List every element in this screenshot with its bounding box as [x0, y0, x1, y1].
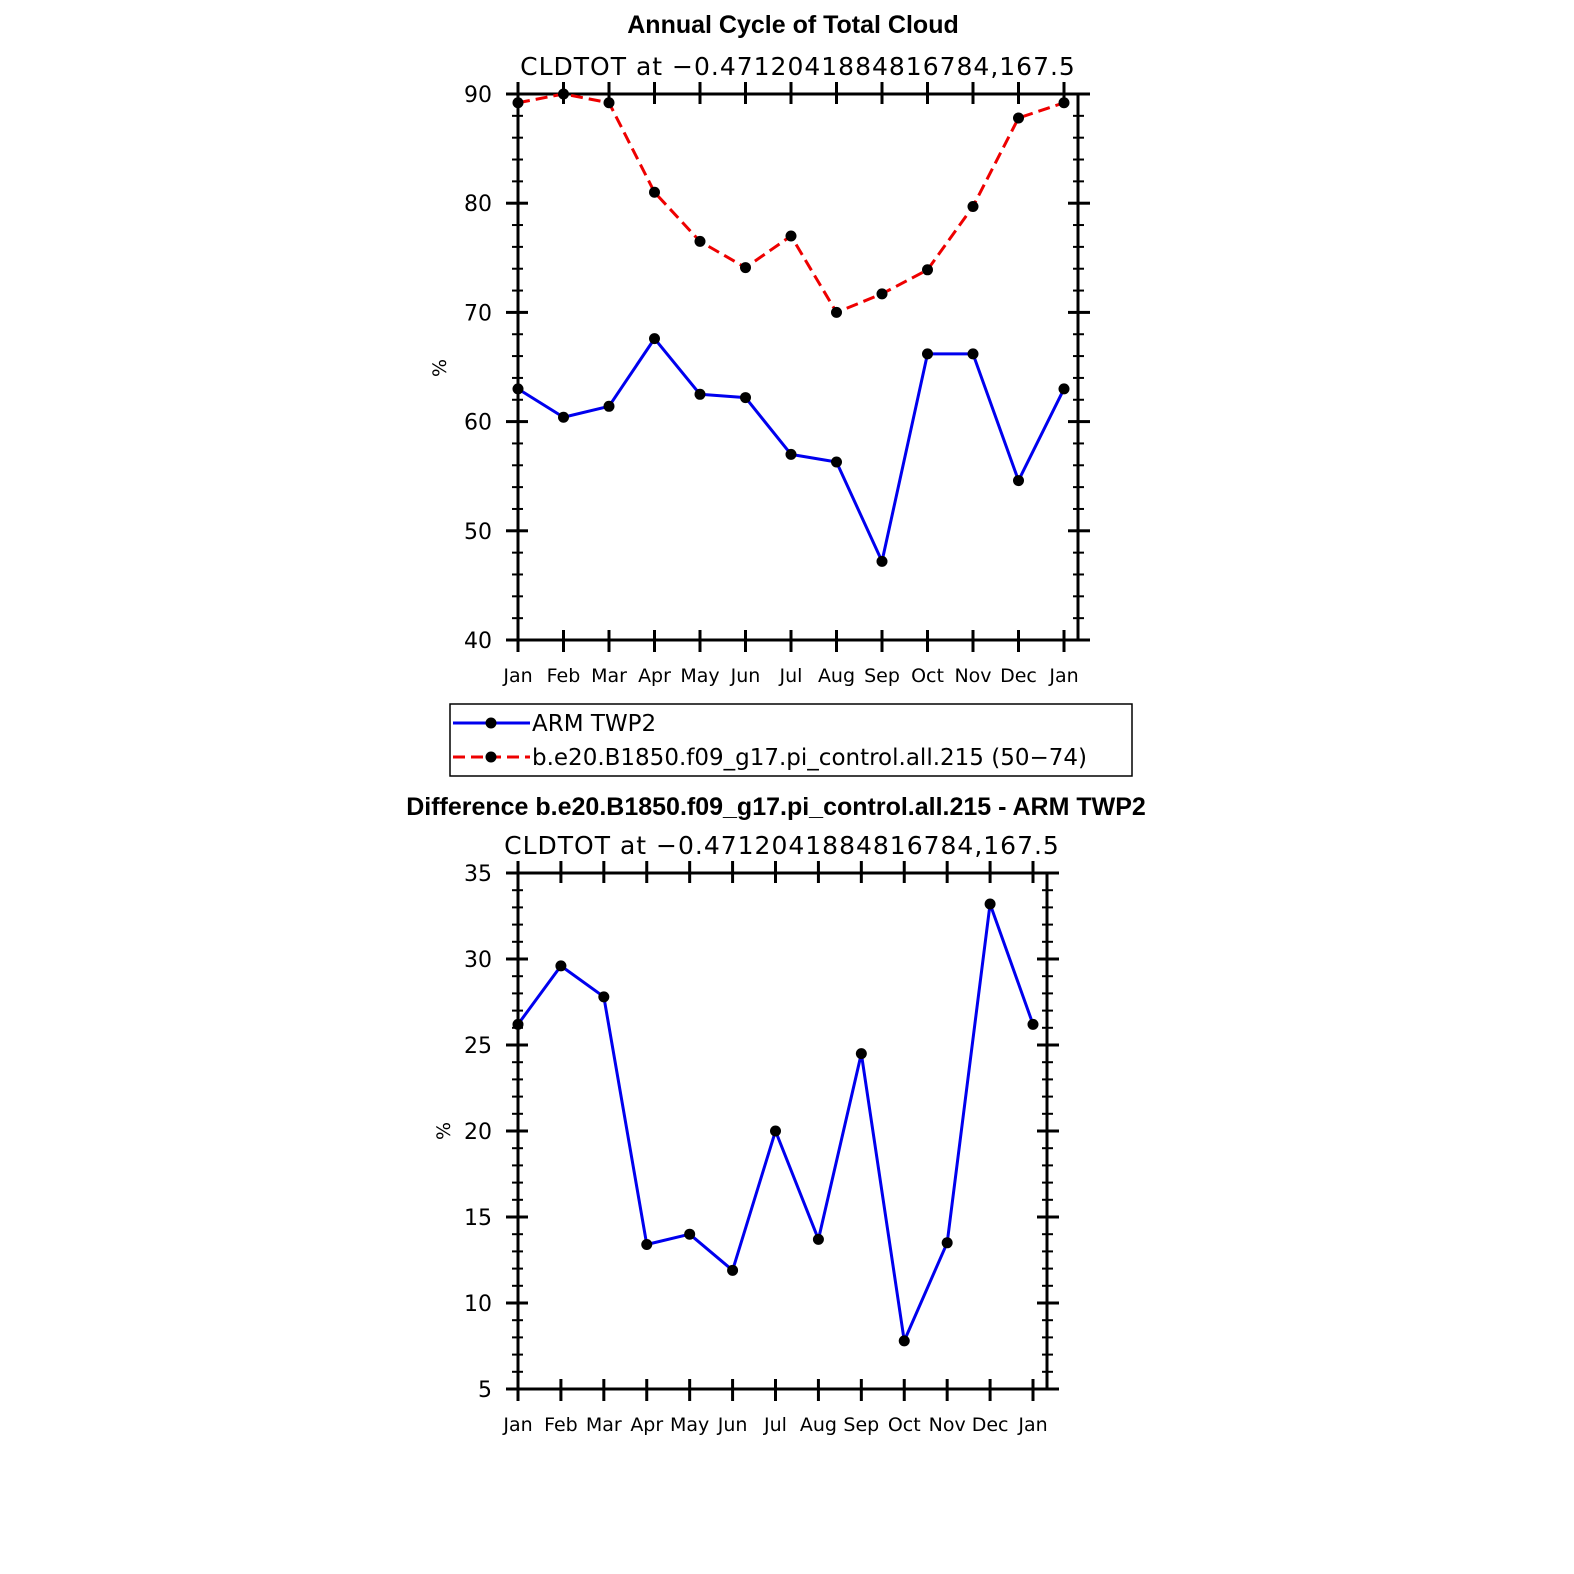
x-tick-label: Mar [591, 665, 627, 687]
x-tick-label: Aug [800, 1414, 837, 1436]
data-point [740, 392, 751, 404]
data-point [1013, 112, 1024, 124]
x-tick-label: May [680, 665, 719, 687]
data-point [512, 383, 524, 395]
x-tick-label: Jun [730, 665, 761, 687]
x-tick-label: Feb [547, 665, 581, 687]
data-point [1058, 383, 1070, 395]
data-point [922, 348, 933, 360]
y-tick-label: 20 [464, 1120, 492, 1145]
data-point [967, 348, 979, 360]
y-tick-label: 30 [464, 948, 492, 973]
plot-frame [516, 871, 1049, 1391]
data-point [512, 1018, 524, 1030]
data-point [641, 1239, 653, 1251]
data-point [1058, 97, 1070, 109]
data-point [684, 1228, 696, 1240]
data-point [876, 288, 888, 300]
x-tick-label: Jan [1048, 665, 1078, 687]
y-tick-label: 10 [464, 1292, 492, 1317]
data-point [603, 97, 615, 109]
data-point [649, 333, 660, 345]
legend: ARM TWP2 b.e20.B1850.f09_g17.pi_control.… [449, 703, 1133, 777]
x-tick-label: Jul [763, 1414, 787, 1436]
chart-subtitle: CLDTOT at −0.4712041884816784,167.5 [520, 52, 1076, 81]
data-point [558, 411, 569, 423]
y-tick-label: 50 [464, 520, 492, 545]
legend-box [449, 703, 1133, 777]
data-point [694, 388, 706, 400]
y-tick-label: 35 [464, 862, 492, 887]
y-tick-label: 70 [464, 301, 492, 326]
data-point [1013, 475, 1024, 487]
data-point [740, 262, 751, 274]
x-tick-label: Sep [864, 665, 900, 687]
data-point [922, 264, 933, 276]
legend-label-obs: ARM TWP2 [532, 711, 656, 737]
y-tick-label: 5 [478, 1378, 492, 1403]
data-point [876, 555, 888, 567]
data-point [558, 88, 569, 100]
data-point [512, 97, 524, 109]
data-point [941, 1237, 953, 1249]
data-point [898, 1335, 910, 1347]
chart-title: Annual Cycle of Total Cloud [627, 11, 958, 39]
x-tick-label: Jul [779, 665, 803, 687]
data-point [770, 1125, 781, 1137]
data-point [831, 306, 842, 318]
x-tick-label: Jan [502, 665, 532, 687]
data-point [831, 456, 842, 468]
x-tick-label: Dec [1000, 665, 1037, 687]
x-tick-label: Jan [1017, 1414, 1047, 1436]
y-tick-label: 60 [464, 411, 492, 436]
data-point [598, 991, 610, 1003]
annual-cycle-chart: Annual Cycle of Total Cloud CLDTOT at −0… [429, 11, 1090, 687]
x-tick-label: Apr [638, 665, 671, 687]
data-point [967, 200, 979, 212]
y-axis-label: % [429, 359, 451, 377]
data-point [785, 230, 797, 242]
data-point [555, 960, 567, 972]
x-tick-label: Oct [911, 665, 944, 687]
x-tick-label: Dec [972, 1414, 1009, 1436]
data-point [984, 898, 996, 910]
legend-label-model: b.e20.B1850.f09_g17.pi_control.all.215 (… [532, 745, 1087, 771]
data-point [694, 235, 706, 247]
chart-subtitle: CLDTOT at −0.4712041884816784,167.5 [504, 831, 1060, 860]
plot-frame [516, 92, 1080, 642]
y-tick-label: 25 [464, 1034, 492, 1059]
series-line-0 [516, 902, 1035, 1343]
x-tick-label: Oct [888, 1414, 921, 1436]
data-point [855, 1048, 867, 1060]
y-tick-label: 40 [464, 629, 492, 654]
x-tick-label: Apr [630, 1414, 663, 1436]
y-axis-label: % [433, 1122, 455, 1140]
x-tick-label: Sep [843, 1414, 879, 1436]
data-point [649, 186, 660, 198]
y-tick-label: 80 [464, 192, 492, 217]
y-tick-label: 90 [464, 83, 492, 108]
legend-marker-model [485, 751, 497, 763]
x-tick-label: Mar [586, 1414, 622, 1436]
difference-chart: Difference b.e20.B1850.f09_g17.pi_contro… [406, 793, 1146, 1436]
y-tick-label: 15 [464, 1206, 492, 1231]
data-point [727, 1264, 739, 1276]
legend-marker-obs [485, 717, 497, 729]
x-tick-label: May [670, 1414, 709, 1436]
x-tick-label: Nov [929, 1414, 966, 1436]
data-point [603, 400, 615, 412]
x-tick-label: Aug [818, 665, 855, 687]
x-tick-label: Jun [717, 1414, 748, 1436]
x-tick-label: Feb [544, 1414, 578, 1436]
series-line-1 [517, 92, 1065, 314]
x-tick-label: Jan [502, 1414, 532, 1436]
chart-title: Difference b.e20.B1850.f09_g17.pi_contro… [406, 793, 1146, 821]
x-tick-label: Nov [954, 665, 991, 687]
data-point [785, 448, 797, 460]
data-point [1027, 1018, 1039, 1030]
data-point [812, 1233, 824, 1245]
